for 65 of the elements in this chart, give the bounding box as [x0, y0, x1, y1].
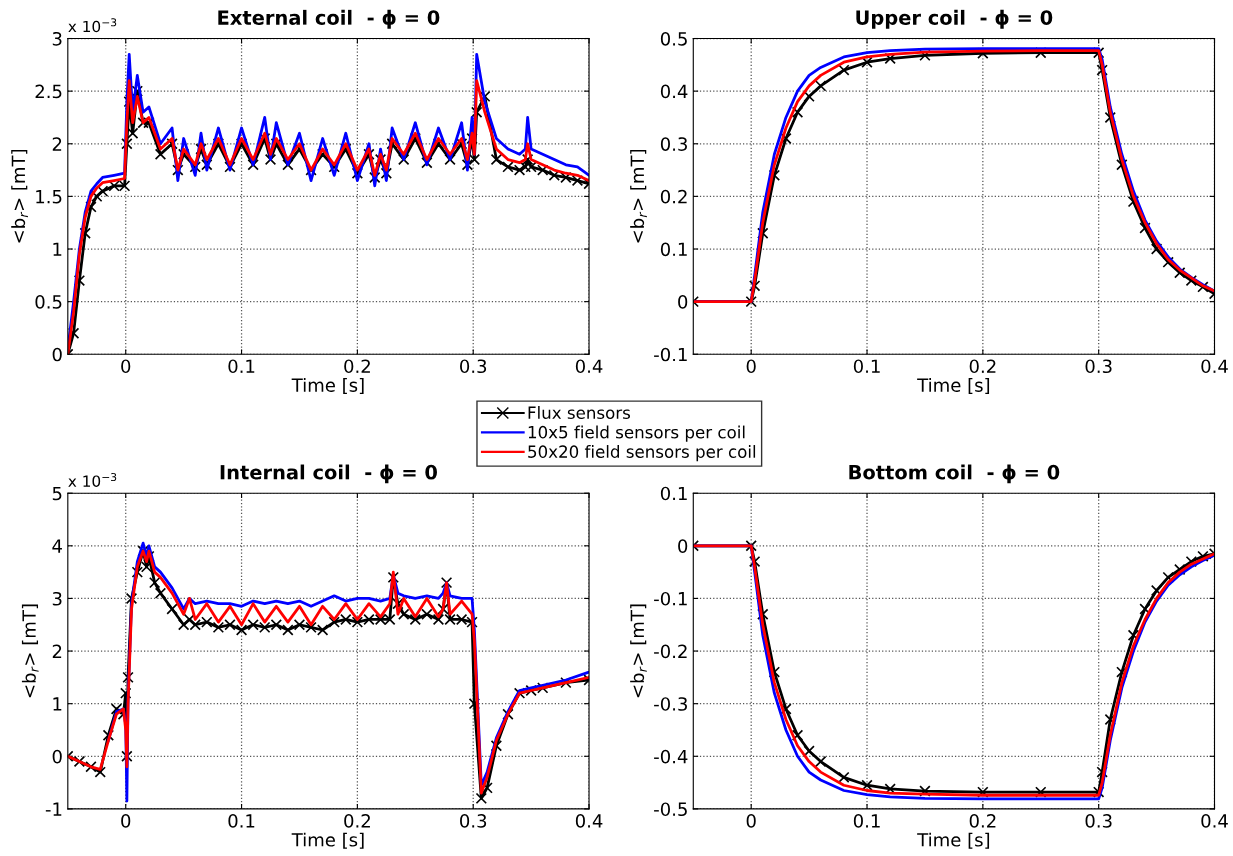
x-tick-label: 0.1: [853, 359, 880, 374]
x-tick-label: 0.1: [853, 814, 880, 828]
x-tick-label: 0.4: [1201, 814, 1228, 828]
chart-title: Internal coil - ϕ = 0: [220, 464, 437, 484]
x-tick-label: 0: [121, 814, 131, 828]
y-tick-label: -0.5: [654, 802, 687, 817]
text: x 10$^{−3}$: [68, 472, 117, 487]
text: x 10$^{−3}$: [68, 18, 117, 33]
y-tick-label: -0.2: [654, 644, 687, 659]
y-tick-label: 3: [52, 31, 62, 46]
x-axis-title: Time [s]: [291, 832, 364, 849]
y-tick-label: 0.2: [660, 189, 687, 204]
y-tick-label: 3: [52, 591, 62, 606]
y-tick-label: 0: [678, 539, 688, 553]
y-tick-label: -1: [45, 802, 62, 816]
x-tick-label: 0.3: [1085, 359, 1112, 374]
y-axis-title: <b$_{r}$> [mT]: [11, 149, 28, 243]
y-tick-label: -0.4: [654, 749, 688, 764]
y-tick-label: 0.4: [660, 84, 688, 99]
y-tick-label: 2.5: [35, 84, 62, 99]
x-tick-label: 0.4: [1201, 359, 1228, 374]
y-tick-label: 0: [52, 749, 62, 764]
legend-label: 50x20 field sensors per coil: [528, 445, 756, 462]
y-tick-label: 0.1: [660, 242, 687, 257]
x-tick-label: 0.3: [460, 359, 487, 374]
y-tick-label: 0.5: [660, 31, 687, 46]
y-tick-label: 0.3: [660, 137, 687, 151]
x-tick-label: 0: [121, 359, 131, 374]
x-tick-label: 0.4: [575, 814, 603, 828]
y-axis-title: <b$_{r}$> [mT]: [21, 604, 39, 698]
y-tick-label: 0.5: [35, 295, 62, 309]
y-tick-label: 1: [53, 697, 62, 711]
x-tick-label: 0.1: [228, 814, 255, 828]
x-tick-label: 0: [746, 814, 756, 828]
y-axis-title: <b$_{r}$> [mT]: [630, 604, 647, 698]
y-tick-label: 1: [53, 242, 62, 256]
x-tick-label: 0.1: [228, 359, 255, 374]
x-axis-title: Time [s]: [291, 377, 364, 395]
x-axis-title: Time [s]: [917, 832, 990, 849]
y-axis-title: <b$_{r}$> [mT]: [630, 149, 647, 243]
x-tick-label: 0: [746, 359, 756, 374]
y-tick-label: 0.1: [660, 486, 687, 501]
x-axis-title: Time [s]: [917, 377, 990, 395]
x-tick-label: 0.3: [460, 814, 487, 828]
y-tick-label: 2: [52, 137, 62, 151]
chart-title: Upper coil - ϕ = 0: [856, 9, 1053, 29]
x-tick-label: 0.2: [969, 359, 996, 374]
y-tick-label: 0: [52, 347, 62, 362]
y-tick-label: 0: [678, 295, 688, 309]
y-tick-label: -0.1: [654, 347, 687, 362]
y-tick-label: -0.3: [654, 697, 687, 711]
x-tick-label: 0.2: [969, 814, 996, 828]
y-tick-label: 4: [52, 539, 62, 553]
x-tick-label: 0.4: [575, 359, 603, 374]
chart-title: Bottom coil - ϕ = 0: [849, 464, 1060, 484]
chart-title: External coil - ϕ = 0: [218, 9, 440, 29]
y-tick-label: -0.1: [654, 591, 687, 606]
y-tick-label: 5: [52, 486, 62, 501]
legend-label: 10x5 field sensors per coil: [528, 425, 745, 442]
y-tick-label: 2: [52, 644, 62, 658]
legend-label: Flux sensors: [528, 406, 631, 420]
y-tick-label: 1.5: [36, 190, 62, 204]
x-tick-label: 0.3: [1085, 814, 1112, 828]
x-tick-label: 0.2: [344, 359, 370, 374]
x-tick-label: 0.2: [344, 814, 370, 828]
